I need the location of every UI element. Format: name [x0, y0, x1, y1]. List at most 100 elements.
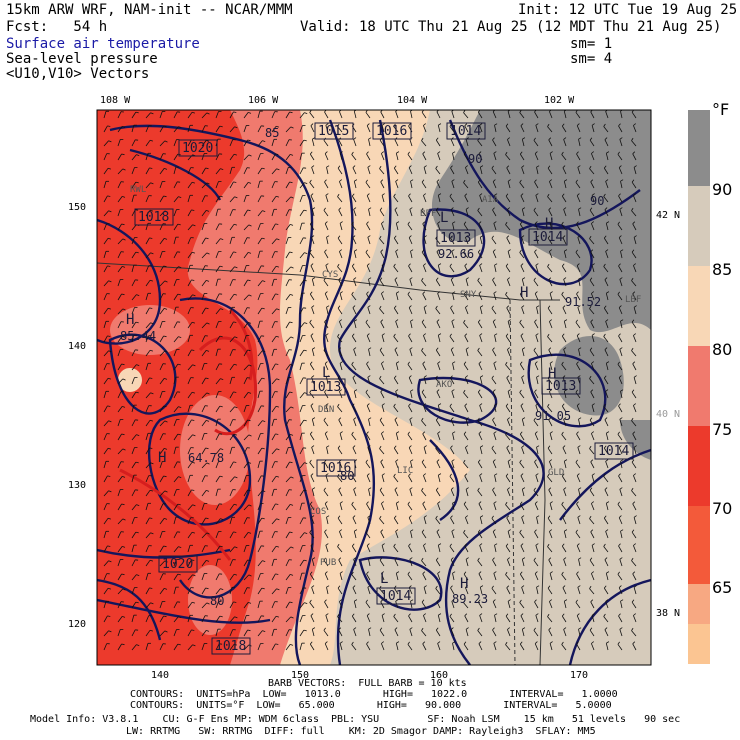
wind-barb	[479, 335, 483, 343]
wind-barb-feather	[248, 532, 252, 534]
wind-barb	[103, 238, 109, 245]
wind-barb	[506, 307, 511, 315]
wind-barb-feather	[275, 223, 279, 225]
wind-barb	[103, 475, 108, 483]
wind-barb-feather	[351, 403, 355, 407]
wind-barb-feather	[548, 557, 552, 561]
wind-barb	[173, 643, 179, 651]
wind-barb-feather	[507, 389, 511, 392]
wind-barb	[435, 308, 441, 315]
wind-barb	[547, 406, 553, 413]
wind-barb-feather	[379, 375, 382, 379]
wind-barb	[534, 363, 539, 371]
wind-barb	[311, 559, 315, 567]
wind-barb-feather	[366, 221, 369, 225]
wind-barb-feather	[561, 151, 564, 155]
wind-barb	[337, 307, 343, 315]
wind-barb-feather	[149, 587, 153, 589]
wind-barb-feather	[618, 403, 621, 407]
wind-barb-feather	[520, 403, 524, 406]
wind-barb	[408, 405, 413, 413]
wind-barb	[145, 490, 151, 497]
wind-barb-feather	[381, 501, 384, 504]
wind-barb-feather	[261, 587, 265, 590]
wind-barb	[549, 503, 553, 511]
wind-barb	[547, 587, 553, 595]
wind-barb	[534, 643, 539, 651]
wind-barb	[605, 153, 609, 161]
wind-barb	[299, 503, 303, 511]
wind-barb-feather	[421, 529, 425, 533]
wind-barb-feather	[561, 291, 564, 295]
wind-barb	[285, 587, 289, 595]
wind-barb	[535, 545, 539, 553]
wind-barb	[423, 587, 427, 595]
wind-barb-feather	[396, 361, 400, 364]
wind-barb	[103, 308, 109, 315]
wind-barb	[311, 307, 315, 315]
wind-barb	[299, 377, 304, 385]
wind-barb	[368, 629, 371, 637]
wind-barb	[381, 545, 385, 553]
wind-barb	[215, 588, 221, 595]
wind-barb	[201, 195, 206, 203]
wind-barb-feather	[564, 249, 568, 252]
wind-barb-feather	[248, 182, 252, 184]
wind-barb	[437, 125, 441, 133]
wind-barb	[563, 111, 567, 119]
wind-barb	[117, 588, 124, 595]
wind-barb	[201, 350, 207, 357]
field-pressure: Sea-level pressure	[6, 51, 158, 67]
wind-barb-feather	[395, 459, 399, 462]
wind-barb-feather	[591, 361, 594, 364]
wind-barb	[549, 321, 553, 329]
wind-barb-feather	[290, 406, 294, 409]
wind-barb	[337, 167, 343, 175]
wind-barb-feather	[164, 140, 168, 143]
wind-barb	[507, 321, 511, 329]
wind-barb	[547, 237, 553, 245]
wind-barb-feather	[178, 126, 182, 128]
wind-barb-feather	[262, 490, 266, 492]
pressure-label-box	[316, 459, 356, 477]
wind-barb	[159, 378, 165, 385]
wind-barb	[159, 265, 164, 273]
wind-barb-feather	[505, 221, 508, 225]
wind-barb	[519, 503, 525, 511]
value-label: 92.66	[438, 247, 474, 261]
wind-barb	[562, 237, 567, 245]
wind-barb	[505, 125, 511, 133]
wind-barb-feather	[261, 377, 265, 380]
wind-barb-feather	[603, 333, 606, 337]
wind-barb	[309, 532, 315, 539]
wind-barb	[507, 419, 511, 427]
wind-barb-feather	[136, 364, 140, 366]
wind-barb	[117, 153, 122, 161]
wind-barb	[463, 322, 469, 329]
wind-barb-feather	[435, 305, 438, 309]
wind-barb-feather	[149, 209, 154, 212]
wind-barb	[285, 224, 291, 231]
wind-barb-feather	[451, 529, 455, 532]
wind-barb-feather	[234, 546, 238, 549]
wind-barb	[117, 629, 121, 637]
wind-barb-feather	[449, 333, 452, 337]
wind-barb	[131, 629, 136, 637]
wind-barb-feather	[618, 235, 622, 238]
wind-barb	[464, 615, 469, 623]
wind-barb-feather	[379, 515, 382, 519]
wind-barb-feather	[619, 487, 623, 490]
wind-barb-feather	[149, 419, 154, 422]
wind-barb-feather	[191, 559, 195, 561]
wind-barb	[145, 210, 151, 217]
wind-barb-feather	[436, 319, 440, 322]
wind-barb	[478, 153, 483, 161]
wind-barb	[271, 126, 277, 133]
wind-barb	[563, 559, 567, 567]
wind-barb-feather	[534, 319, 537, 323]
wind-barb	[243, 294, 250, 301]
wind-barb-feather	[107, 587, 112, 590]
wind-barb	[563, 139, 567, 147]
wind-barb	[159, 210, 166, 217]
wind-barb-feather	[325, 123, 329, 126]
